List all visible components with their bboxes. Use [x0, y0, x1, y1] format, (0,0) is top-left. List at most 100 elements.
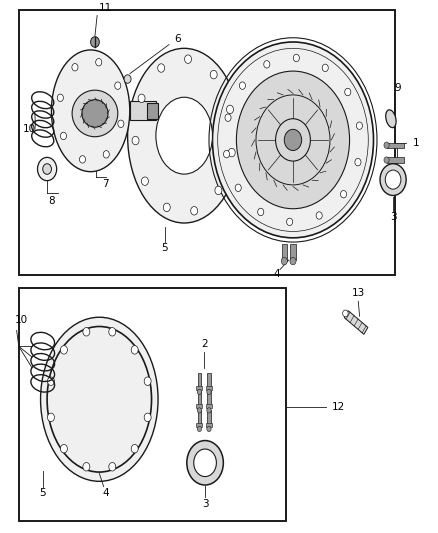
- Circle shape: [197, 408, 201, 413]
- Text: 1: 1: [413, 138, 419, 148]
- Circle shape: [384, 157, 389, 163]
- Circle shape: [345, 88, 351, 96]
- Bar: [282, 244, 287, 260]
- Circle shape: [281, 257, 287, 265]
- Text: 5: 5: [161, 244, 168, 253]
- Circle shape: [226, 105, 233, 114]
- Bar: [198, 410, 201, 426]
- Text: 6: 6: [174, 34, 181, 44]
- Circle shape: [47, 377, 54, 385]
- Bar: [206, 423, 212, 427]
- Circle shape: [131, 345, 138, 354]
- Bar: [196, 423, 202, 427]
- Circle shape: [276, 119, 311, 161]
- Bar: [196, 404, 202, 408]
- Circle shape: [47, 413, 54, 422]
- Circle shape: [322, 64, 328, 71]
- Circle shape: [43, 164, 51, 174]
- Text: 3: 3: [202, 499, 208, 509]
- Circle shape: [72, 63, 78, 71]
- Circle shape: [124, 75, 131, 83]
- Circle shape: [258, 208, 264, 216]
- Circle shape: [197, 426, 201, 432]
- Circle shape: [385, 170, 401, 189]
- Text: 12: 12: [332, 402, 346, 412]
- Circle shape: [355, 158, 361, 166]
- Circle shape: [191, 207, 198, 215]
- Bar: [207, 373, 211, 389]
- Circle shape: [212, 42, 374, 238]
- Circle shape: [109, 328, 116, 336]
- Circle shape: [264, 61, 270, 68]
- Circle shape: [144, 377, 151, 385]
- Circle shape: [144, 413, 151, 422]
- Circle shape: [95, 59, 102, 66]
- Ellipse shape: [343, 310, 348, 317]
- Bar: [387, 142, 404, 148]
- Circle shape: [207, 389, 211, 394]
- Bar: [387, 157, 404, 163]
- Text: 2: 2: [201, 338, 208, 349]
- Circle shape: [235, 184, 241, 191]
- Bar: [19, 288, 286, 521]
- Bar: [198, 373, 201, 389]
- Text: 5: 5: [39, 489, 46, 498]
- Circle shape: [187, 441, 223, 485]
- Text: 13: 13: [352, 288, 365, 298]
- Circle shape: [118, 120, 124, 127]
- Circle shape: [163, 203, 170, 212]
- Circle shape: [91, 37, 99, 47]
- Bar: [290, 244, 296, 260]
- Circle shape: [83, 463, 90, 471]
- Text: 11: 11: [99, 3, 113, 13]
- Bar: [147, 103, 158, 119]
- Circle shape: [284, 130, 302, 150]
- Circle shape: [158, 64, 165, 72]
- Circle shape: [207, 426, 211, 432]
- Circle shape: [38, 157, 57, 181]
- Bar: [207, 410, 211, 426]
- Circle shape: [215, 186, 222, 195]
- Circle shape: [384, 142, 389, 148]
- Ellipse shape: [41, 317, 158, 481]
- Circle shape: [237, 71, 350, 209]
- Circle shape: [225, 114, 231, 122]
- Circle shape: [131, 445, 138, 453]
- Text: 2: 2: [394, 166, 401, 175]
- Circle shape: [286, 218, 293, 225]
- Text: 8: 8: [48, 196, 55, 206]
- Circle shape: [79, 156, 85, 163]
- Circle shape: [194, 449, 216, 477]
- Circle shape: [60, 445, 67, 453]
- Circle shape: [223, 150, 230, 158]
- Circle shape: [60, 132, 67, 140]
- Circle shape: [239, 82, 245, 90]
- Circle shape: [184, 55, 191, 63]
- Text: 4: 4: [102, 489, 109, 498]
- Text: 3: 3: [390, 212, 396, 222]
- Bar: [19, 10, 395, 275]
- Ellipse shape: [127, 49, 241, 223]
- Polygon shape: [344, 311, 368, 334]
- Ellipse shape: [156, 97, 212, 174]
- Circle shape: [293, 54, 300, 62]
- Circle shape: [228, 148, 235, 157]
- Bar: [206, 385, 212, 390]
- Ellipse shape: [51, 50, 130, 172]
- Circle shape: [109, 463, 116, 471]
- Circle shape: [115, 82, 121, 90]
- Text: 10: 10: [23, 124, 36, 134]
- Bar: [130, 101, 156, 120]
- Circle shape: [290, 257, 296, 265]
- Circle shape: [207, 408, 211, 413]
- Ellipse shape: [82, 100, 108, 127]
- Text: 4: 4: [273, 269, 280, 279]
- Circle shape: [83, 328, 90, 336]
- Bar: [196, 385, 202, 390]
- Circle shape: [316, 212, 322, 219]
- Bar: [206, 404, 212, 408]
- Bar: [207, 391, 211, 407]
- Circle shape: [60, 345, 67, 354]
- Circle shape: [380, 164, 406, 196]
- Circle shape: [357, 122, 363, 130]
